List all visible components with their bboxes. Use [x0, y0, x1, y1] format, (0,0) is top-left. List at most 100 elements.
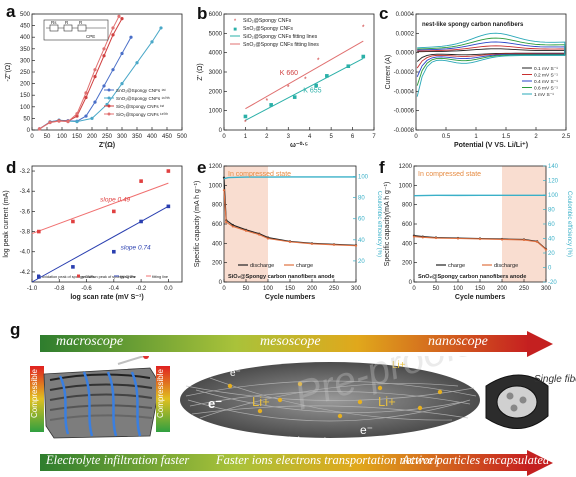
y-tick-label: 400 — [20, 35, 31, 41]
y-tick-label: 450 — [20, 24, 31, 30]
x-tick-label: 0 — [222, 134, 226, 140]
y-tick-label: 1000 — [209, 183, 223, 189]
y-tick-label: 400 — [402, 241, 413, 247]
y-tick-label: 500 — [20, 12, 31, 18]
y-tick-label: -0.0002 — [394, 70, 415, 76]
x-tick-label: 200 — [497, 286, 508, 292]
fiber-label: Single fibers — [534, 374, 576, 385]
x-tick-label: 250 — [329, 286, 340, 292]
data-point — [129, 35, 133, 39]
legend-entry: SiO₂@Spongy CNFs — [243, 18, 292, 24]
legend-entry: SnO₂@Spongy CNFs fitting lines — [243, 42, 319, 48]
panel-label-a: a — [6, 2, 16, 21]
data-point — [102, 47, 106, 51]
label-electrolyte: Electrolyte infiltration faster — [46, 453, 190, 467]
feature-arrow: Electrolyte infiltration faster Faster i… — [40, 450, 553, 476]
data-point — [66, 120, 70, 124]
y-tick-label: 1000 — [399, 183, 413, 189]
y-right-tick-label: 20 — [358, 259, 365, 265]
legend-entry: discharge — [494, 263, 518, 269]
legend-marker: * — [234, 19, 237, 25]
legend-entry: 0.6 mV S⁻¹ — [534, 86, 558, 92]
label-macroscope: macroscope — [56, 334, 124, 349]
x-tick-label: 300 — [541, 286, 552, 292]
panel-label-e: e — [197, 158, 207, 177]
x-tick-label: 0 — [412, 286, 416, 292]
annotation: In compressed state — [418, 171, 481, 178]
y-tick-label: 600 — [402, 222, 413, 228]
ion-label-e3: e⁻ — [360, 423, 373, 437]
legend-entry: SnO₂@Spongy CNFs ¹ˢᵗ — [116, 88, 166, 93]
x-axis-label: Z'(Ω) — [99, 142, 115, 149]
y-tick-label: 600 — [212, 222, 223, 228]
x-tick-label: 500 — [177, 134, 188, 140]
scale-arrow: macroscope mesoscope nanoscope — [40, 331, 553, 357]
ion-label-e1: e⁻ — [230, 368, 241, 379]
y-right-tick-label: 40 — [548, 237, 555, 243]
y-tick-label: 3000 — [209, 70, 223, 76]
data-point — [93, 100, 97, 104]
legend-entry: oxidation peak of spongy CNFs — [42, 275, 95, 279]
y-axis-label: Current (A) — [385, 55, 392, 90]
chart-title: nest-like spongy carbon nanofibers — [422, 22, 524, 28]
chart-c: 0 0.5 1 1.5 2 2.5 0.0004 0.0002 0.0000 -0.0002 -0.… — [385, 12, 571, 149]
cv-curve — [416, 32, 566, 97]
x-tick-label: 1 — [474, 134, 478, 140]
y-right-tick-label: 20 — [548, 251, 555, 257]
y-right-tick-label: -20 — [548, 280, 557, 286]
x-tick-label: 50 — [44, 134, 51, 140]
data-point — [314, 83, 318, 88]
x-tick-label: 250 — [102, 134, 113, 140]
x-tick-label: 150 — [475, 286, 486, 292]
fit-line — [31, 205, 169, 283]
single-fiber: Single fibers — [485, 374, 576, 429]
x-tick-label: 50 — [433, 286, 440, 292]
legend-entry: fitting line — [152, 275, 168, 279]
y-axis-label: Specific capacity (mA h g⁻¹) — [194, 181, 201, 268]
data-point — [37, 127, 42, 131]
x-tick-label: 150 — [285, 286, 296, 292]
legend-entry: 1 mV S⁻¹ — [534, 92, 554, 98]
x-tick-label: 0 — [414, 134, 418, 140]
data-point — [269, 103, 273, 107]
data-point: * — [244, 119, 247, 126]
electrolyte-flow-arrow — [58, 375, 70, 435]
legend-entry: SiO₂@Spongy CNFs ¹ˢᵗ — [116, 104, 164, 109]
x-axis-label: Potential (V VS. Li/Li⁺) — [454, 142, 528, 149]
y-tick-label: -3.2 — [20, 169, 31, 175]
label-nanoscope: nanoscope — [428, 334, 488, 349]
x-axis-label: log scan rate (mV S⁻¹) — [70, 294, 143, 301]
data-point — [120, 51, 124, 56]
data-point — [166, 169, 171, 173]
legend-entry: discharge — [250, 263, 274, 269]
y-right-tick-label: 60 — [358, 217, 365, 223]
fit-line — [245, 58, 364, 121]
data-point: * — [265, 98, 268, 105]
x-tick-label: 200 — [87, 134, 98, 140]
y-right-tick-label: 100 — [358, 175, 369, 181]
data-point — [102, 54, 106, 58]
inset-resistor — [63, 24, 73, 32]
y-tick-label: 2000 — [209, 89, 223, 95]
data-point — [90, 116, 94, 120]
x-tick-label: -0.4 — [109, 286, 120, 292]
data-point — [93, 68, 97, 72]
x-tick-label: 100 — [57, 134, 68, 140]
annotation: slope 0.74 — [121, 245, 151, 252]
y-tick-label: 250 — [20, 70, 31, 76]
x-tick-label: 0 — [222, 286, 226, 292]
x-tick-label: 300 — [117, 134, 128, 140]
circuit-inset: Rs R R CPE — [43, 19, 109, 41]
y-tick-label: -0.0006 — [394, 109, 415, 115]
data-point — [112, 209, 116, 214]
panel-label-g: g — [10, 320, 21, 339]
x-tick-label: 400 — [147, 134, 158, 140]
ion-label-li2: Li+ — [252, 394, 270, 409]
x-tick-label: 0 — [30, 134, 34, 140]
label-transport: Faster ions electrons transportation net… — [216, 453, 440, 467]
y-right-tick-label: 140 — [548, 164, 559, 170]
data-point — [37, 229, 41, 234]
fit-line — [31, 182, 169, 235]
inset-frame — [43, 19, 109, 41]
y-tick-label: 350 — [20, 47, 31, 53]
